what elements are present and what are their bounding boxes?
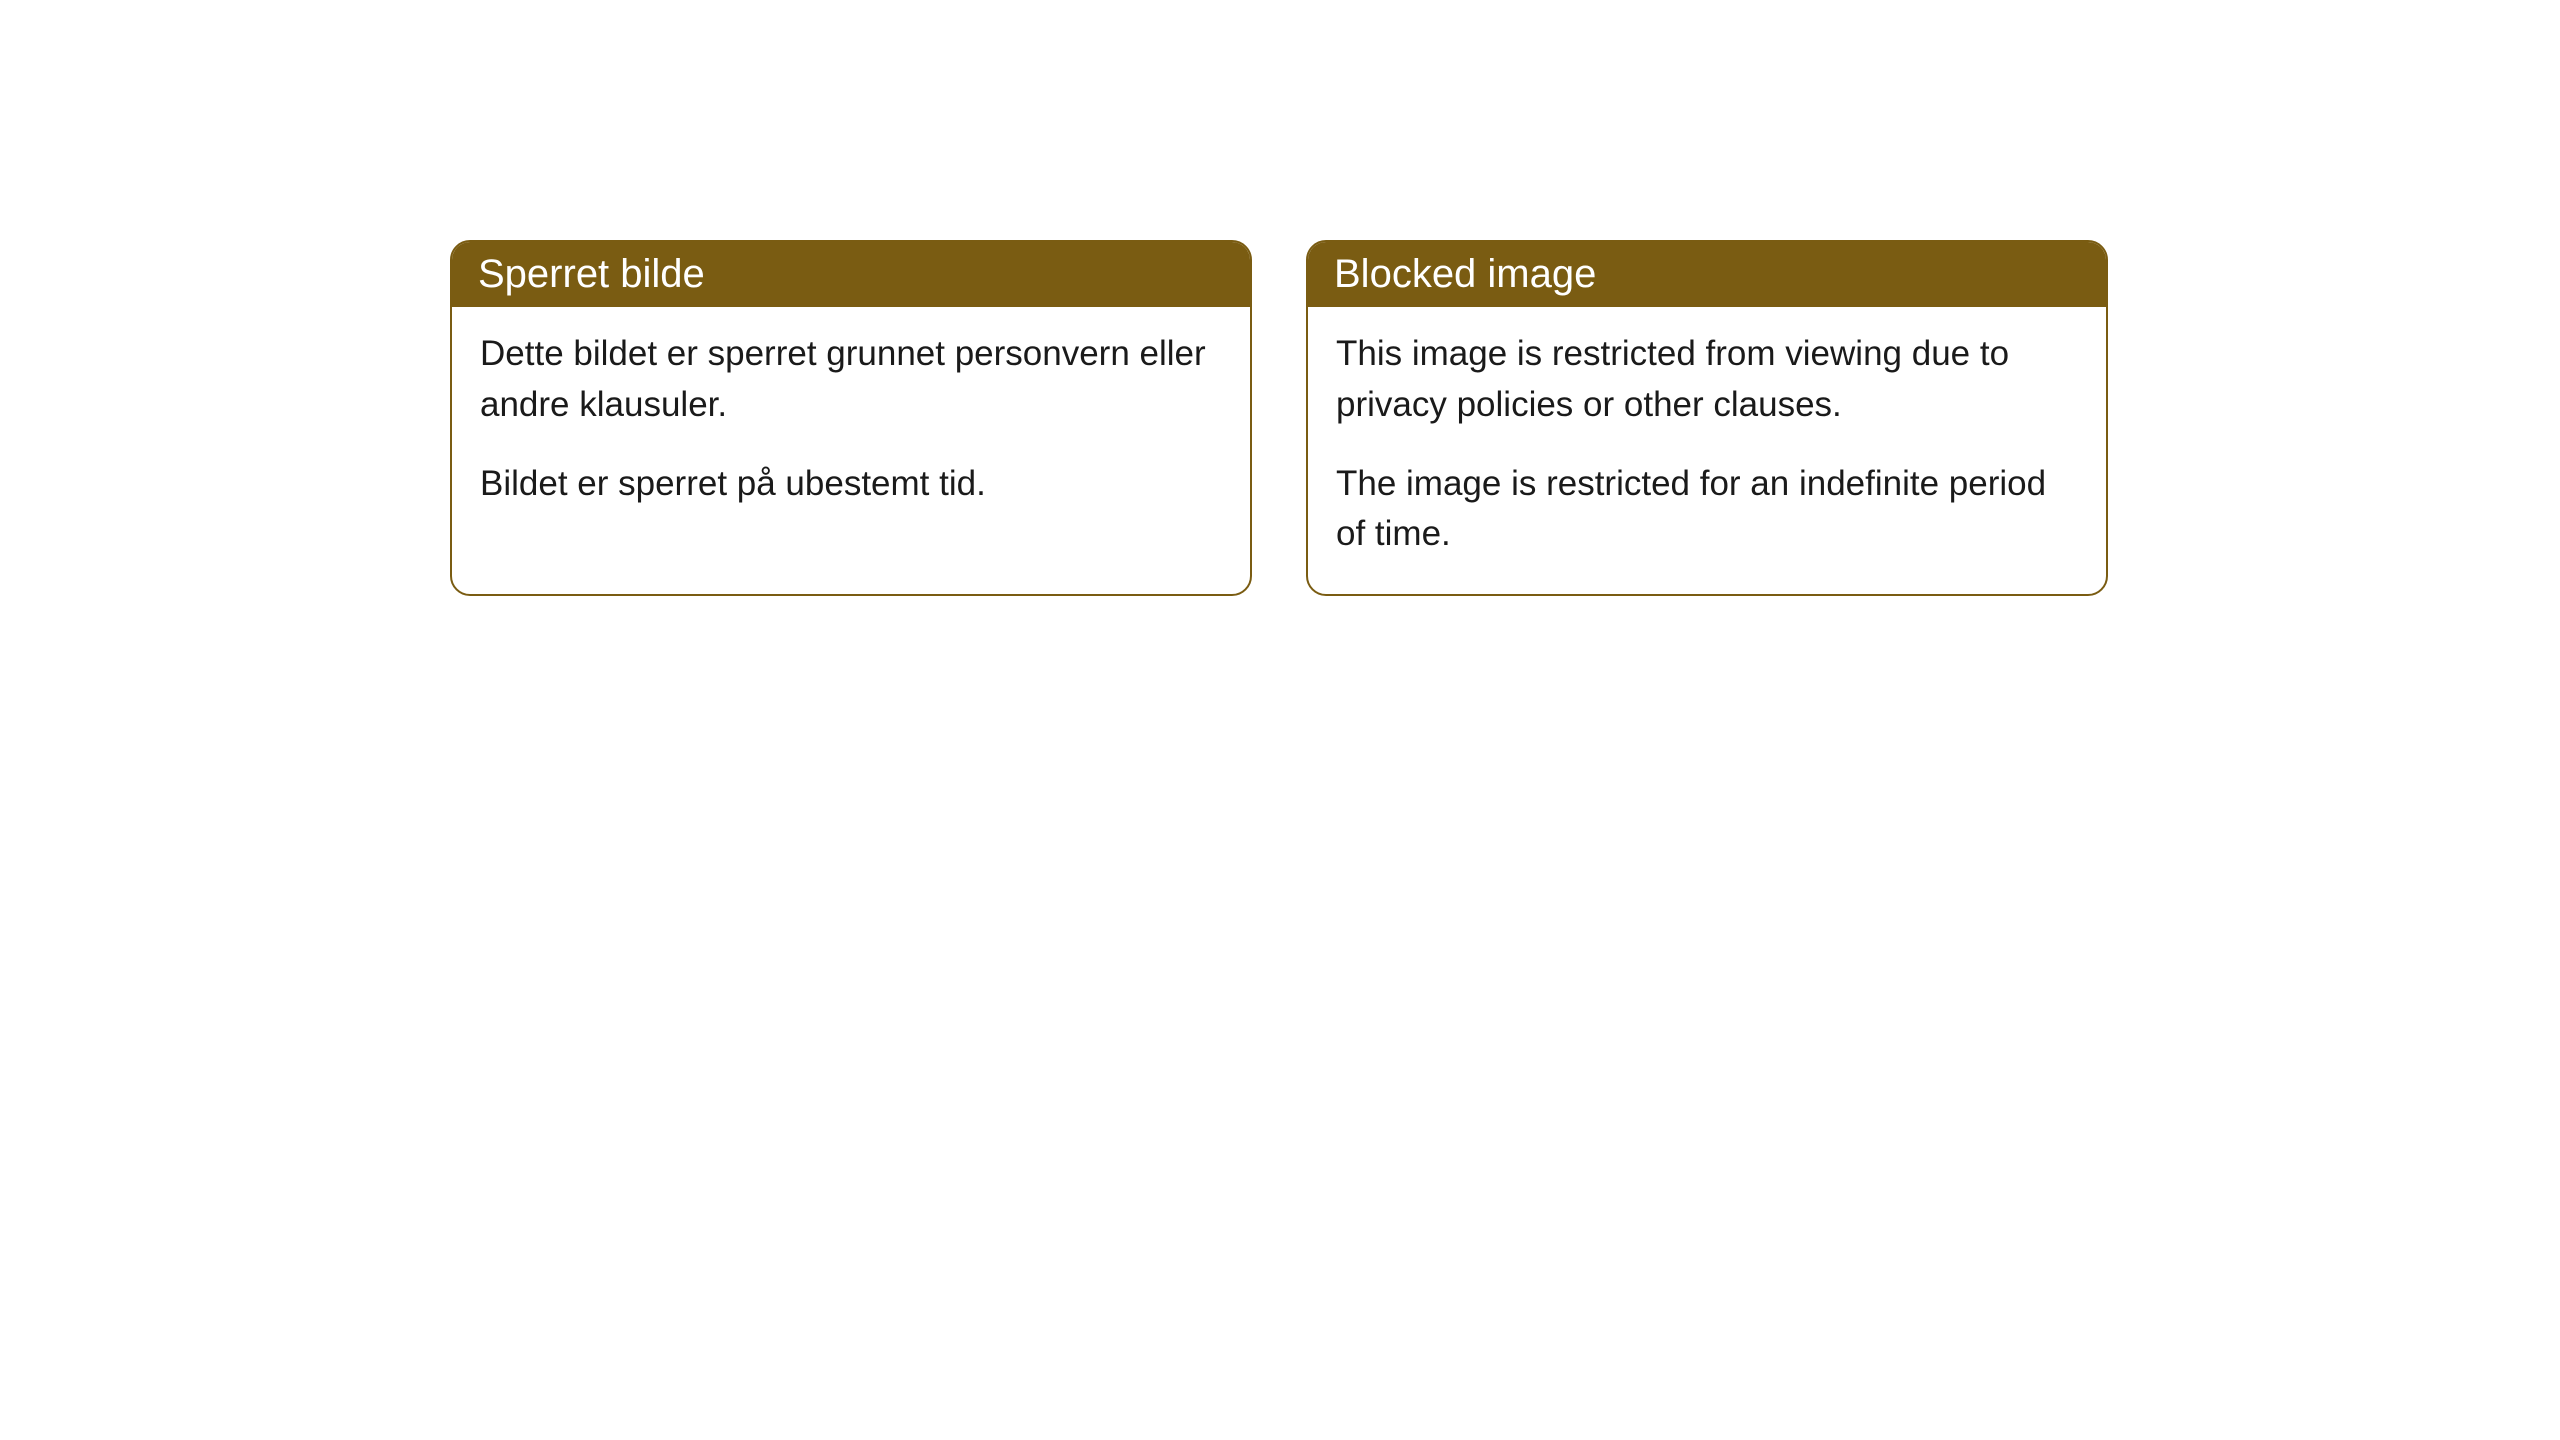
card-paragraph: The image is restricted for an indefinit… xyxy=(1336,459,2078,561)
notice-card-english: Blocked image This image is restricted f… xyxy=(1306,240,2108,596)
card-header-norwegian: Sperret bilde xyxy=(452,242,1250,307)
card-title: Blocked image xyxy=(1334,252,1596,296)
card-header-english: Blocked image xyxy=(1308,242,2106,307)
card-paragraph: Dette bildet er sperret grunnet personve… xyxy=(480,329,1222,431)
card-body-norwegian: Dette bildet er sperret grunnet personve… xyxy=(452,307,1250,543)
card-body-english: This image is restricted from viewing du… xyxy=(1308,307,2106,594)
notice-card-norwegian: Sperret bilde Dette bildet er sperret gr… xyxy=(450,240,1252,596)
card-title: Sperret bilde xyxy=(478,252,705,296)
card-paragraph: Bildet er sperret på ubestemt tid. xyxy=(480,459,1222,510)
card-paragraph: This image is restricted from viewing du… xyxy=(1336,329,2078,431)
notice-container: Sperret bilde Dette bildet er sperret gr… xyxy=(0,0,2560,596)
